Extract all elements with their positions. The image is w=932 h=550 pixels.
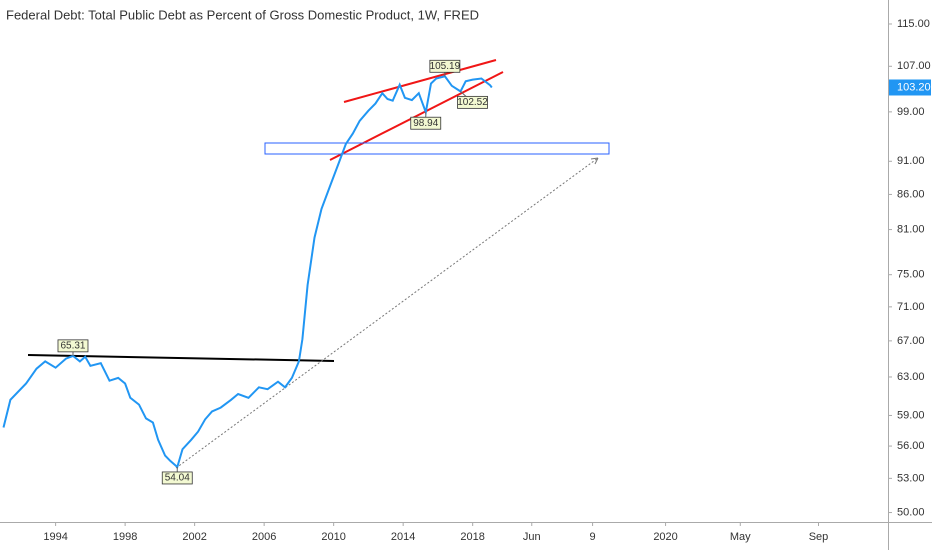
annotation: 102.52 [457,95,488,109]
x-tick-label: 2014 [391,531,415,543]
trend-line [27,354,335,362]
y-tick-label: 53.00 [897,472,925,484]
y-tick-label: 59.00 [897,409,925,421]
annotation-label: 98.94 [413,118,438,129]
y-tick-label: 81.00 [897,223,925,235]
annotation: 105.19 [429,59,461,73]
trend-line [329,71,504,161]
annotation: 98.94 [410,116,442,130]
x-tick-label: 1994 [43,531,67,543]
annotation-box [57,339,89,353]
arrow-head [590,157,599,165]
y-tick-label: 91.00 [897,155,925,167]
y-tick-label: 99.00 [897,106,925,118]
annotation-box [161,471,193,485]
annotation-box [457,95,488,109]
line [2,75,493,469]
x-tick-label: Jun [523,531,541,543]
y-tick-label: 86.00 [897,188,925,200]
y-tick-label: 75.00 [897,269,925,281]
annotation-label: 65.31 [60,340,85,351]
annotation-label: 102.52 [457,97,488,108]
rectangle [264,142,610,155]
chart-title: Federal Debt: Total Public Debt as Perce… [6,7,479,22]
y-tick-label: 63.00 [897,371,925,383]
trend-line [343,59,497,103]
x-tick-label: 2006 [252,531,276,543]
y-tick-label: 50.00 [897,506,925,518]
x-tick-label: May [730,531,751,543]
x-tick-label: 2010 [321,531,345,543]
annotation-label: 54.04 [165,473,190,484]
x-tick-label: 9 [590,531,596,543]
arrow-line [175,157,599,469]
annotation: 54.04 [161,471,193,485]
y-tick-label: 107.00 [897,60,931,72]
x-tick-label: 2002 [182,531,206,543]
annotation-box [429,59,461,73]
drawings [27,59,610,469]
x-tick-label: 2018 [460,531,484,543]
y-tick-label: 115.00 [897,18,930,30]
x-tick-label: 2020 [653,531,677,543]
x-tick-label: 1998 [113,531,137,543]
annotation-box [410,116,442,130]
y-tick-label: 56.00 [897,440,925,452]
y-tick-label: 67.00 [897,335,925,347]
annotation: 65.31 [57,339,89,353]
last-price-label: 103.20 [897,81,931,93]
y-tick-label: 71.00 [897,301,925,313]
x-tick-label: Sep [809,531,829,543]
annotation-label: 105.19 [430,61,461,72]
last-price-tag [889,79,931,96]
